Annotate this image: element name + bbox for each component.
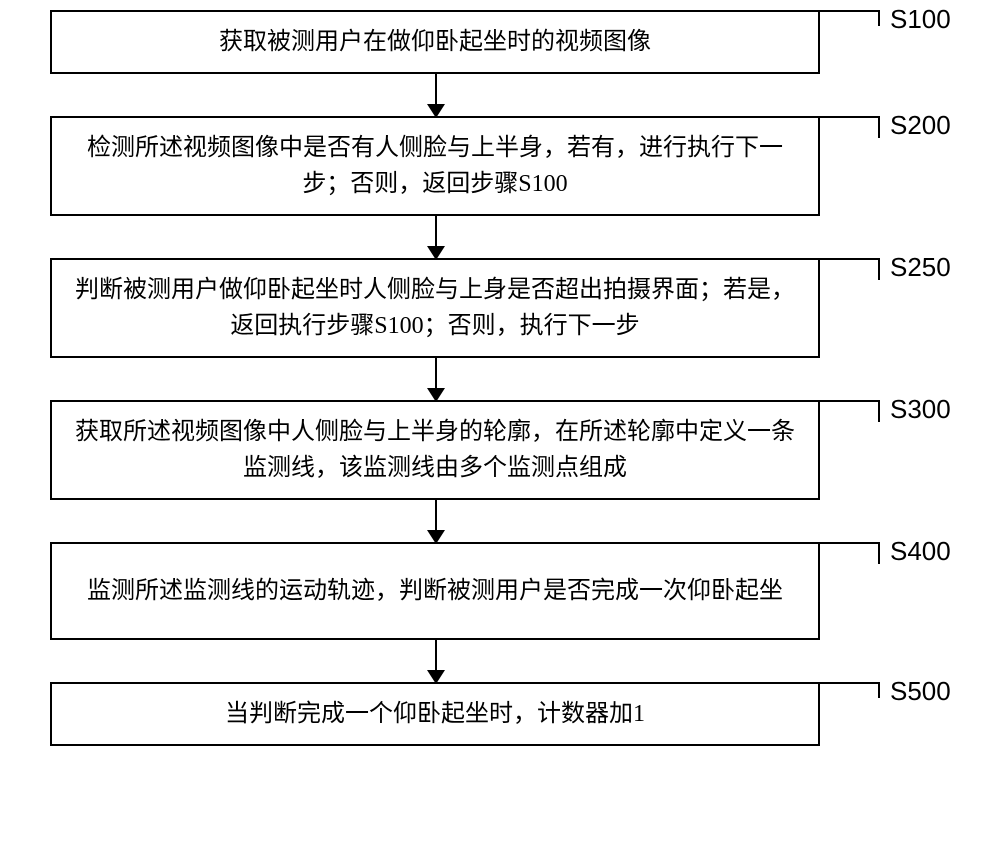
leader-line — [820, 10, 880, 26]
leader-line — [820, 400, 880, 422]
step-row: 获取所述视频图像中人侧脸与上半身的轮廓，在所述轮廓中定义一条监测线，该监测线由多… — [50, 400, 950, 500]
step-box-s200: 检测所述视频图像中是否有人侧脸与上半身，若有，进行执行下一步；否则，返回步骤S1… — [50, 116, 820, 216]
step-row: 监测所述监测线的运动轨迹，判断被测用户是否完成一次仰卧起坐 S400 — [50, 542, 950, 640]
step-label-s250: S250 — [890, 252, 951, 283]
step-text: 获取所述视频图像中人侧脸与上半身的轮廓，在所述轮廓中定义一条监测线，该监测线由多… — [72, 414, 798, 486]
step-box-s100: 获取被测用户在做仰卧起坐时的视频图像 — [50, 10, 820, 74]
step-label-s300: S300 — [890, 394, 951, 425]
step-label-s200: S200 — [890, 110, 951, 141]
leader-line — [820, 542, 880, 564]
step-text: 当判断完成一个仰卧起坐时，计数器加1 — [225, 696, 645, 732]
step-box-s500: 当判断完成一个仰卧起坐时，计数器加1 — [50, 682, 820, 746]
step-label-s400: S400 — [890, 536, 951, 567]
step-text: 获取被测用户在做仰卧起坐时的视频图像 — [219, 24, 651, 60]
step-text: 监测所述监测线的运动轨迹，判断被测用户是否完成一次仰卧起坐 — [87, 573, 783, 609]
arrow-icon — [435, 640, 437, 682]
arrow-icon — [435, 500, 437, 542]
leader-line — [820, 258, 880, 280]
arrow-icon — [435, 74, 437, 116]
step-label-s100: S100 — [890, 4, 951, 35]
step-label-s500: S500 — [890, 676, 951, 707]
step-box-s400: 监测所述监测线的运动轨迹，判断被测用户是否完成一次仰卧起坐 — [50, 542, 820, 640]
arrow-icon — [435, 358, 437, 400]
step-row: 获取被测用户在做仰卧起坐时的视频图像 S100 — [50, 10, 950, 74]
step-text: 检测所述视频图像中是否有人侧脸与上半身，若有，进行执行下一步；否则，返回步骤S1… — [72, 130, 798, 202]
step-row: 检测所述视频图像中是否有人侧脸与上半身，若有，进行执行下一步；否则，返回步骤S1… — [50, 116, 950, 216]
flowchart-container: 获取被测用户在做仰卧起坐时的视频图像 S100 检测所述视频图像中是否有人侧脸与… — [50, 10, 950, 746]
step-box-s300: 获取所述视频图像中人侧脸与上半身的轮廓，在所述轮廓中定义一条监测线，该监测线由多… — [50, 400, 820, 500]
leader-line — [820, 116, 880, 138]
step-text: 判断被测用户做仰卧起坐时人侧脸与上身是否超出拍摄界面；若是，返回执行步骤S100… — [72, 272, 798, 344]
step-row: 判断被测用户做仰卧起坐时人侧脸与上身是否超出拍摄界面；若是，返回执行步骤S100… — [50, 258, 950, 358]
leader-line — [820, 682, 880, 698]
step-box-s250: 判断被测用户做仰卧起坐时人侧脸与上身是否超出拍摄界面；若是，返回执行步骤S100… — [50, 258, 820, 358]
arrow-icon — [435, 216, 437, 258]
step-row: 当判断完成一个仰卧起坐时，计数器加1 S500 — [50, 682, 950, 746]
